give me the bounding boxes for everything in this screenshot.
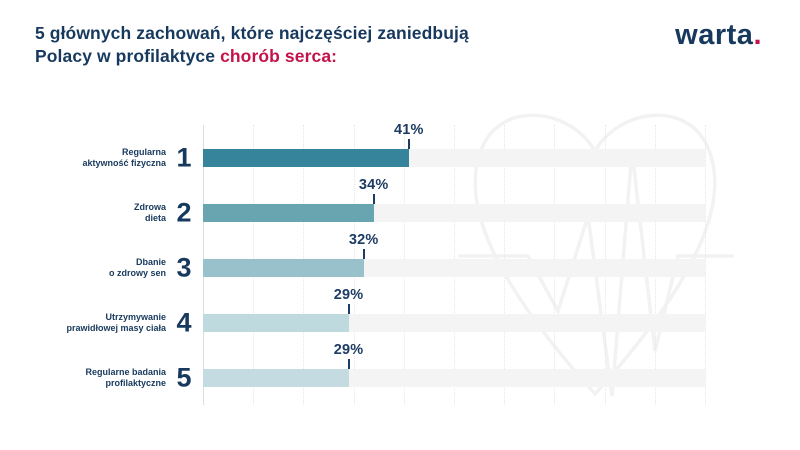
title-line-2: Polacy w profilaktyce chorób serca:	[35, 45, 469, 68]
rank-number: 3	[176, 252, 192, 283]
value-tick	[407, 139, 410, 149]
category-label-line2: prawidłowej masy ciała	[66, 323, 166, 333]
value-label: 41%	[394, 122, 424, 138]
category-label-line1: Regularne badania	[85, 367, 166, 377]
category-label: Utrzymywanie prawidłowej masy ciała	[16, 312, 166, 334]
title-highlight: chorób serca:	[220, 46, 338, 66]
category-label: Regularna aktywność fizyczna	[16, 147, 166, 169]
category-label-line2: dieta	[144, 213, 166, 223]
rank-number: 5	[176, 362, 192, 393]
bar-track	[203, 204, 705, 222]
rank-number: 1	[176, 142, 192, 173]
bar-fill	[203, 204, 374, 222]
value-tick	[372, 194, 375, 204]
category-label: Dbanie o zdrowy sen	[16, 257, 166, 279]
category-label-line1: Zdrowa	[133, 202, 166, 212]
gridline	[705, 125, 706, 405]
warta-logo-text: warta	[675, 19, 754, 51]
value-label: 29%	[333, 342, 364, 358]
value-tick	[347, 304, 350, 314]
bar-track	[203, 314, 705, 332]
category-label: Zdrowa dieta	[16, 202, 166, 224]
bar-row-5: Regularne badania profilaktyczne 5 29%	[0, 342, 800, 393]
category-label-line1: Utrzymywanie	[105, 312, 166, 322]
rank-number: 2	[176, 197, 192, 228]
warta-logo-dot: .	[753, 19, 762, 51]
category-label-line1: Dbanie	[135, 257, 166, 267]
category-label-line2: profilaktyczne	[105, 378, 166, 388]
category-label: Regularne badania profilaktyczne	[16, 367, 166, 389]
category-label-line2: o zdrowy sen	[108, 268, 166, 278]
rank-number: 4	[176, 307, 192, 338]
bar-track	[203, 369, 705, 387]
bar-row-2: Zdrowa dieta 2 34%	[0, 177, 800, 228]
bar-row-4: Utrzymywanie prawidłowej masy ciała 4 29…	[0, 287, 800, 338]
value-label: 32%	[348, 232, 379, 248]
bar-fill	[203, 369, 349, 387]
bar-track	[203, 259, 705, 277]
title-line-1: 5 głównych zachowań, które najczęściej z…	[35, 23, 469, 43]
bar-fill	[203, 259, 364, 277]
value-label: 34%	[358, 177, 389, 193]
value-tick	[347, 359, 350, 369]
value-tick	[362, 249, 365, 259]
bar-fill	[203, 149, 409, 167]
bar-row-1: Regularna aktywność fizyczna 1 41%	[0, 122, 800, 173]
warta-logo: warta.	[675, 20, 762, 50]
page-title: 5 głównych zachowań, które najczęściej z…	[35, 22, 469, 68]
category-label-line2: aktywność fizyczna	[82, 158, 166, 168]
value-label: 29%	[333, 287, 364, 303]
bar-track	[203, 149, 705, 167]
title-line-2-prefix: Polacy w profilaktyce	[35, 46, 221, 66]
bar-fill	[203, 314, 349, 332]
bar-row-3: Dbanie o zdrowy sen 3 32%	[0, 232, 800, 283]
category-label-line1: Regularna	[121, 147, 166, 157]
